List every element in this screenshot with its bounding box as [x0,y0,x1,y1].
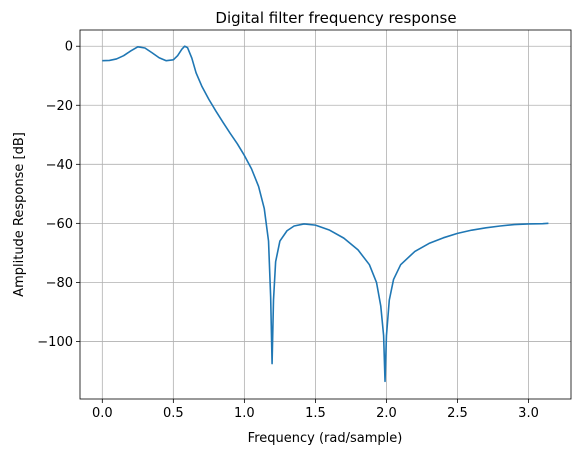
series-line [102,45,549,383]
y-axis-label: Amplitude Response [dB] [12,132,27,297]
x-tick-label: 0.5 [163,406,184,421]
x-tick-label: 2.5 [447,406,468,421]
y-tick-label: 0 [65,40,73,55]
line-layer [102,45,549,383]
y-tick-label: −100 [37,335,73,350]
plot-frame [79,29,572,400]
x-tick-label: 0.0 [92,406,113,421]
y-tick-label: −80 [46,276,73,291]
grid-layer [80,30,571,399]
y-tick-label: −60 [46,217,73,232]
x-tick-label: 3.0 [518,406,539,421]
x-tick-label: 1.5 [305,406,326,421]
y-tick-label: −20 [46,99,73,114]
y-tick-label: −40 [46,158,73,173]
tick-layer: 0.0 0.5 1.0 1.5 2.0 2.5 3.0 0 −20 −40 −60 −80 −100 [37,40,539,421]
x-tick-label: 2.0 [376,406,397,421]
chart-title: Digital filter frequency response [215,9,456,27]
x-axis-label: Frequency (rad/sample) [248,431,403,446]
x-tick-label: 1.0 [234,406,255,421]
